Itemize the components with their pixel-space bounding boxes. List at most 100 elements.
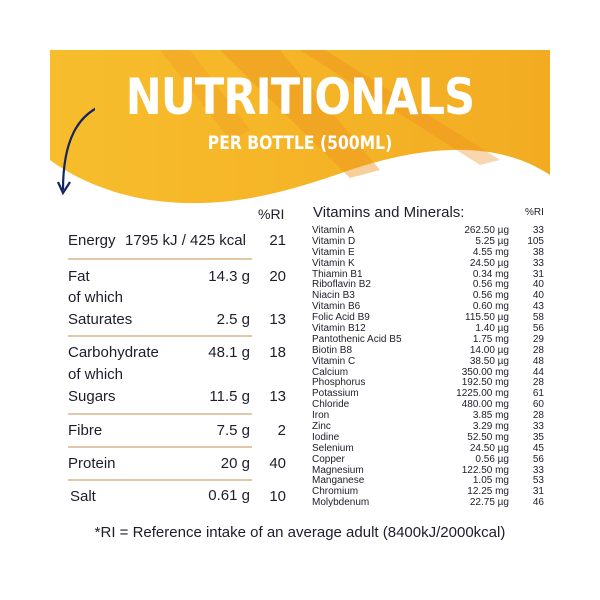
nutrient-label: Fibre [68, 422, 103, 439]
vitamins-table: Vitamin A 262.50 µg 33 Vitamin D 5.25 µg 105 V… [312, 225, 544, 509]
vitamin-amount: 115.50 µg [465, 312, 509, 324]
nutrient-label: Fat [68, 268, 90, 285]
vitamin-amount: 0.56 µg [475, 453, 509, 465]
vitamin-ri: 53 [532, 475, 544, 487]
vitamin-ri: 48 [532, 355, 544, 367]
nutrient-label: of which [68, 289, 124, 306]
divider [68, 479, 252, 481]
vitamin-amount: 192.50 mg [461, 377, 509, 389]
nutrient-label: of which [68, 366, 124, 383]
vitamin-name: Chloride [312, 399, 350, 411]
vitamin-row: Magnesium 122.50 mg 33 [312, 464, 544, 477]
footnote: *RI = Reference intake of an average adu… [94, 524, 506, 541]
divider [68, 258, 252, 260]
nutrient-value: 48.1 g [208, 344, 250, 361]
vitamin-ri: 28 [532, 377, 544, 389]
vitamin-row: Vitamin A 262.50 µg 33 [312, 225, 544, 237]
vitamin-row: Zinc 3.29 mg 33 [312, 421, 544, 433]
nutrient-label: Carbohydrate [68, 344, 159, 361]
nutrient-value: 20 g [220, 455, 250, 472]
vitamins-title: Vitamins and Minerals: [313, 204, 465, 221]
vitamin-name: Zinc [312, 421, 331, 433]
vitamin-amount: 480.00 mg [461, 399, 509, 411]
vitamin-ri: 43 [532, 301, 544, 313]
vitamin-name: Manganese [312, 475, 365, 487]
vitamin-amount: 122.50 mg [461, 464, 509, 476]
nutrient-label: Saturates [68, 311, 133, 328]
vitamin-row: Niacin B3 0.56 mg 40 [312, 290, 544, 302]
vitamin-ri: 105 [527, 235, 544, 247]
vitamin-ri: 28 [532, 344, 544, 356]
nutrient-label: Salt [70, 488, 96, 505]
vitamin-name: Copper [312, 453, 345, 465]
vitamin-amount: 1.05 mg [472, 475, 509, 487]
vitamin-ri: 35 [532, 431, 544, 443]
arrow-down-icon [56, 107, 95, 196]
vitamin-amount: 3.29 mg [472, 421, 509, 433]
vitamin-ri: 31 [532, 486, 544, 498]
nutrient-value: 7.5 g [216, 422, 250, 439]
vitamin-row: Vitamin C 38.50 µg 48 [312, 355, 544, 368]
vitamin-name: Biotin B8 [312, 344, 353, 356]
nutrient-value: 0.61 g [208, 487, 250, 504]
vitamin-amount: 52.50 mg [467, 431, 509, 443]
vitamin-row: Vitamin B12 1.40 µg 56 [312, 323, 544, 335]
vitamin-ri: 60 [532, 399, 544, 411]
vitamin-ri: 38 [532, 246, 544, 258]
vitamin-row: Folic Acid B9 115.50 µg 58 [312, 312, 544, 324]
nutrient-ri: 20 [269, 268, 286, 285]
vitamin-row: Potassium 1225.00 mg 61 [312, 388, 544, 400]
vitamin-row: Molybdenum 22.75 µg 46 [312, 497, 544, 509]
nutrient-ri: 40 [269, 455, 286, 472]
vitamin-name: Vitamin D [312, 235, 356, 247]
vitamin-row: Chromium 12.25 mg 31 [312, 486, 544, 498]
vitamin-name: Molybdenum [312, 497, 370, 509]
vitamin-name: Selenium [312, 442, 354, 454]
vitamin-row: Copper 0.56 µg 56 [312, 453, 544, 466]
nutrient-label: Protein [68, 455, 116, 472]
vitamin-amount: 24.50 µg [469, 257, 509, 269]
vitamin-name: Potassium [312, 388, 359, 400]
vitamin-amount: 3.85 mg [472, 410, 509, 422]
vitamin-ri: 29 [532, 333, 544, 345]
nutrient-value: 14.3 g [208, 268, 250, 285]
vitamin-ri: 58 [532, 312, 544, 324]
vitamin-row: Vitamin E 4.55 mg 38 [312, 246, 544, 259]
vitamin-ri: 33 [532, 464, 544, 476]
vitamin-name: Magnesium [312, 464, 364, 476]
vitamin-row: Selenium 24.50 µg 45 [312, 442, 544, 455]
vitamin-row: Iron 3.85 mg 28 [312, 410, 544, 422]
vitamin-amount: 262.50 µg [464, 225, 509, 236]
vitamin-name: Chromium [312, 486, 359, 498]
nutrient-ri: 13 [269, 388, 286, 405]
vitamin-row: Iodine 52.50 mg 35 [312, 431, 544, 444]
vitamin-name: Calcium [312, 366, 349, 378]
vitamin-name: Vitamin B6 [312, 301, 361, 313]
vitamin-row: Vitamin B6 0.60 mg 43 [312, 301, 544, 313]
vitamin-row: Thiamin B1 0.34 mg 31 [312, 269, 544, 281]
vitamin-amount: 12.25 mg [467, 486, 509, 498]
vitamin-ri: 28 [532, 410, 544, 422]
nutrient-ri: 13 [269, 311, 286, 328]
vitamin-amount: 24.50 µg [469, 442, 509, 454]
vitamin-ri: 40 [532, 290, 544, 302]
nutrient-label: Energy [68, 232, 116, 249]
vitamin-amount: 5.25 µg [475, 235, 509, 247]
nutrient-value: 2.5 g [216, 311, 250, 328]
vitamin-name: Vitamin E [312, 246, 355, 258]
vitamin-amount: 14.00 µg [469, 344, 509, 356]
vitamin-name: Phosphorus [312, 377, 366, 389]
vitamin-amount: 1.40 µg [475, 323, 509, 335]
vitamin-row: Vitamin K 24.50 µg 33 [312, 257, 544, 270]
vitamin-row: Manganese 1.05 mg 53 [312, 476, 544, 487]
vitamin-amount: 0.56 mg [472, 290, 509, 302]
vitamin-ri: 33 [532, 421, 544, 433]
nutrient-ri: 21 [269, 232, 286, 249]
vitamin-name: Niacin B3 [312, 290, 355, 302]
vitamin-ri: 46 [532, 497, 544, 509]
vitamin-name: Folic Acid B9 [312, 312, 370, 324]
nutrient-ri: 10 [269, 488, 286, 505]
vitamin-amount: 4.55 mg [472, 246, 509, 258]
vitamin-amount: 350.00 mg [461, 366, 509, 378]
vitamin-ri: 56 [532, 323, 544, 335]
